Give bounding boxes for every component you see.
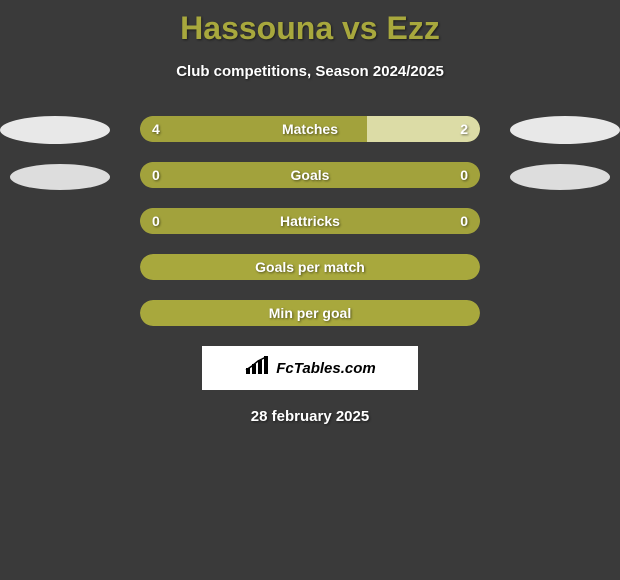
stat-bars: 42Matches 00Goals 00Hattricks Goals per mat… bbox=[10, 116, 610, 326]
player-left-marker-secondary bbox=[10, 164, 110, 190]
brand-badge[interactable]: FcTables.com bbox=[202, 346, 418, 390]
subtitle: Club competitions, Season 2024/2025 bbox=[0, 63, 620, 80]
date-generated: 28 february 2025 bbox=[0, 408, 620, 425]
player-left-marker bbox=[0, 116, 110, 144]
stat-label: Goals bbox=[140, 167, 480, 183]
stats-container: 42Matches 00Goals 00Hattricks Goals per mat… bbox=[0, 116, 620, 326]
stat-bar: 42Matches bbox=[140, 116, 480, 142]
stat-label: Min per goal bbox=[140, 305, 480, 321]
stat-bar: 00Hattricks bbox=[140, 208, 480, 234]
chart-icon bbox=[244, 356, 270, 381]
stat-bar: Min per goal bbox=[140, 300, 480, 326]
stat-label: Matches bbox=[140, 121, 480, 137]
brand-text: FcTables.com bbox=[276, 360, 375, 377]
page-title: Hassouna vs Ezz bbox=[0, 0, 620, 47]
stat-bar: Goals per match bbox=[140, 254, 480, 280]
stat-bar: 00Goals bbox=[140, 162, 480, 188]
player-right-marker bbox=[510, 116, 620, 144]
player-right-marker-secondary bbox=[510, 164, 610, 190]
stat-label: Goals per match bbox=[140, 259, 480, 275]
stat-label: Hattricks bbox=[140, 213, 480, 229]
